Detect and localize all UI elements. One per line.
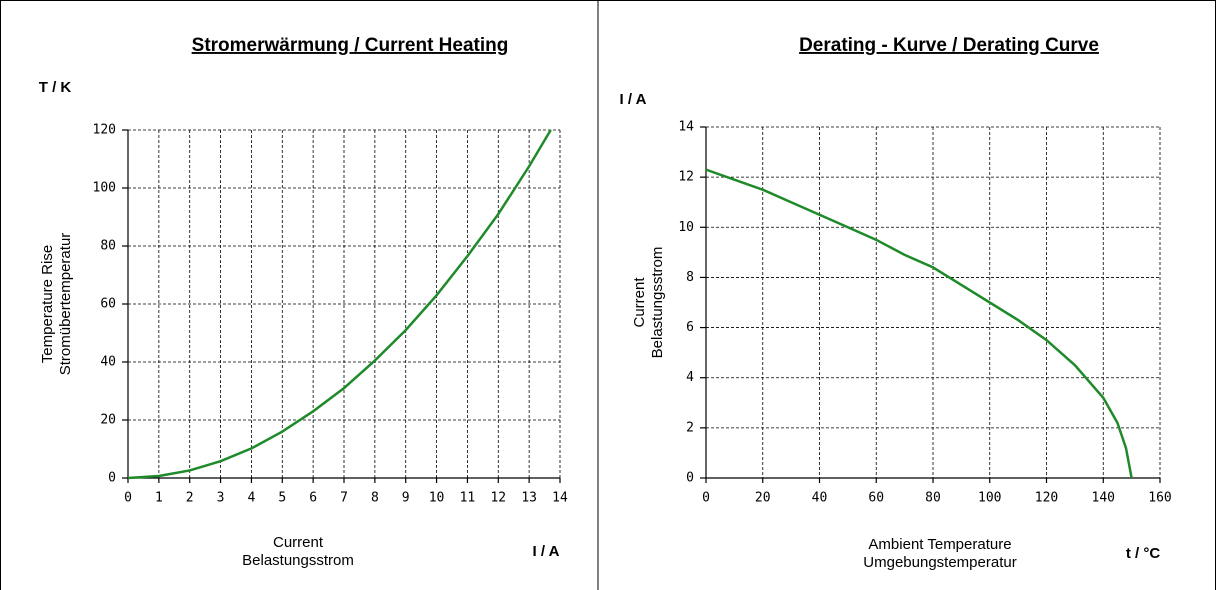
line (127, 129, 552, 480)
x-axis-label: Ambient Temperature (868, 536, 1011, 553)
y-tick-label: 10 (678, 220, 694, 235)
y-axis-label: Belastungsstrom (649, 247, 666, 359)
line (705, 168, 1133, 479)
x-tick-label: 160 (1148, 491, 1171, 506)
x-tick-label: 13 (521, 491, 537, 506)
y-tick-label: 4 (686, 370, 694, 385)
y-unit: I / A (620, 91, 647, 108)
y-tick-label: 100 (93, 181, 116, 196)
x-tick-label: 5 (278, 491, 286, 506)
y-tick-label: 6 (686, 320, 694, 335)
x-tick-label: 0 (702, 491, 710, 506)
x-tick-label: 1 (155, 491, 163, 506)
y-tick-label: 8 (686, 270, 694, 285)
x-tick-label: 9 (402, 491, 410, 506)
chart-title: Stromerwärmung / Current Heating (192, 35, 509, 56)
x-axis-label: Belastungsstrom (242, 552, 354, 569)
y-tick-label: 14 (678, 120, 694, 135)
y-tick-label: 0 (686, 471, 694, 486)
x-tick-label: 4 (248, 491, 256, 506)
x-unit: I / A (533, 543, 560, 560)
chart-title: Derating - Kurve / Derating Curve (799, 35, 1099, 56)
y-axis-label: Current (631, 277, 648, 328)
y-axis-label: Temperature Rise (39, 245, 56, 363)
y-tick-label: 120 (93, 123, 116, 138)
x-tick-label: 100 (978, 491, 1001, 506)
y-tick-label: 20 (100, 413, 116, 428)
x-tick-label: 120 (1035, 491, 1058, 506)
x-tick-label: 60 (868, 491, 884, 506)
x-tick-label: 20 (755, 491, 771, 506)
x-tick-label: 8 (371, 491, 379, 506)
x-axis-label: Current (273, 534, 324, 551)
x-tick-label: 6 (309, 491, 317, 506)
x-tick-label: 11 (460, 491, 476, 506)
x-tick-label: 80 (925, 491, 941, 506)
y-axis-label: Stromübertemperatur (57, 233, 74, 376)
x-unit: t / °C (1126, 545, 1160, 562)
x-tick-label: 12 (490, 491, 506, 506)
y-tick-label: 12 (678, 170, 694, 185)
x-tick-label: 10 (429, 491, 445, 506)
x-tick-label: 40 (812, 491, 828, 506)
x-tick-label: 14 (552, 491, 568, 506)
y-tick-label: 40 (100, 355, 116, 370)
x-tick-label: 2 (186, 491, 194, 506)
x-tick-label: 0 (124, 491, 132, 506)
x-tick-label: 7 (340, 491, 348, 506)
y-tick-label: 0 (108, 471, 116, 486)
y-tick-label: 2 (686, 420, 694, 435)
y-unit: T / K (39, 79, 72, 96)
x-axis-label: Umgebungstemperatur (863, 554, 1016, 571)
x-tick-label: 140 (1092, 491, 1115, 506)
y-tick-label: 80 (100, 239, 116, 254)
y-tick-label: 60 (100, 297, 116, 312)
x-tick-label: 3 (217, 491, 225, 506)
